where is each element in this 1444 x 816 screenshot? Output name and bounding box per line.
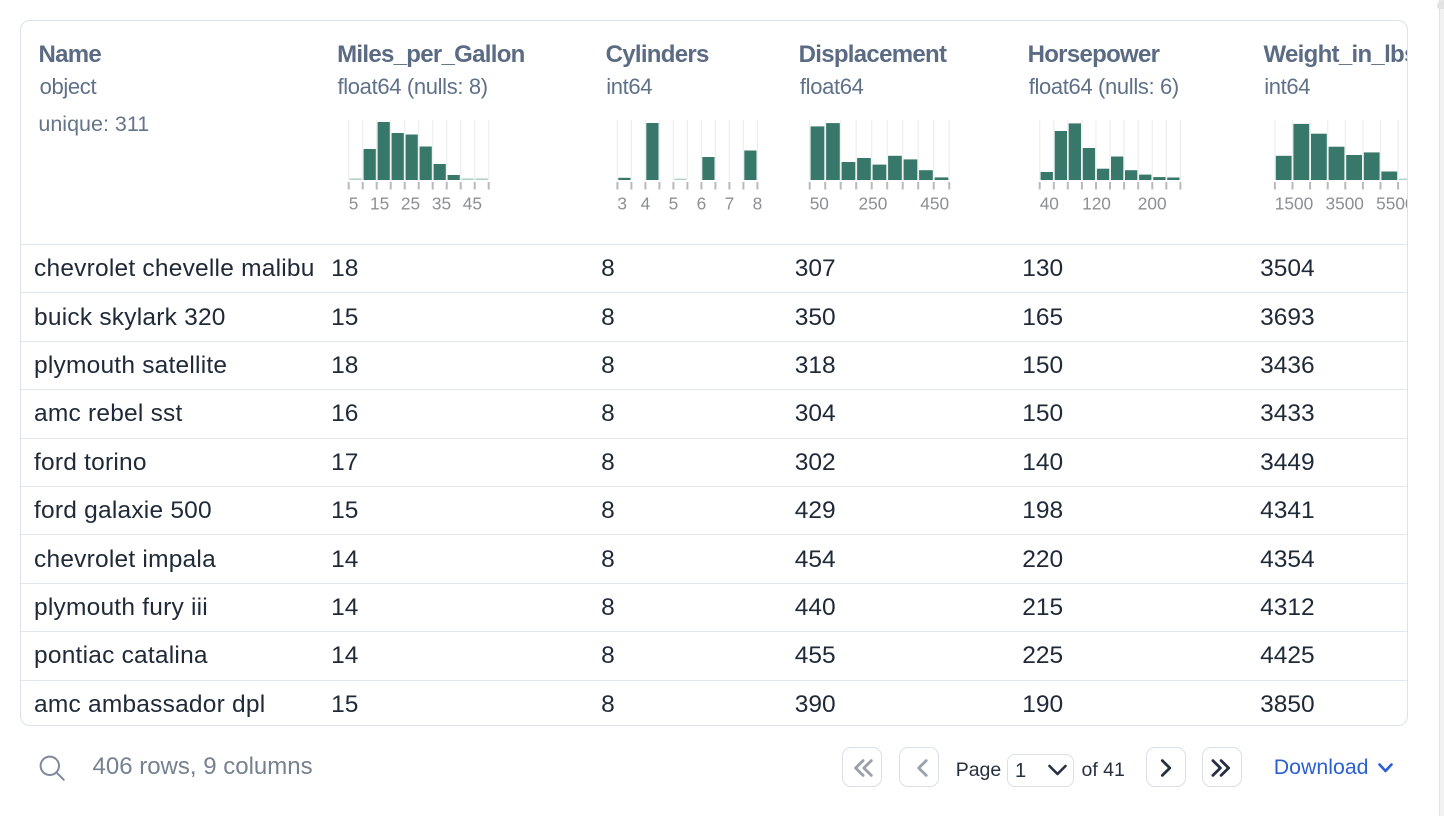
svg-text:45: 45 [463, 194, 482, 214]
svg-text:40: 40 [1040, 194, 1059, 214]
svg-text:3500: 3500 [1325, 194, 1363, 214]
svg-text:50: 50 [810, 194, 829, 214]
svg-text:8: 8 [753, 194, 763, 214]
svg-text:4: 4 [641, 194, 651, 214]
svg-text:250: 250 [858, 194, 887, 214]
svg-text:5: 5 [669, 194, 679, 214]
svg-text:200: 200 [1138, 194, 1167, 214]
svg-text:6: 6 [697, 194, 707, 214]
svg-text:15: 15 [370, 194, 389, 214]
svg-text:5: 5 [349, 194, 359, 214]
svg-text:3: 3 [617, 194, 627, 214]
svg-text:25: 25 [401, 194, 420, 214]
svg-text:7: 7 [725, 194, 735, 214]
svg-text:5500: 5500 [1376, 194, 1407, 214]
svg-text:1500: 1500 [1275, 194, 1313, 214]
svg-text:35: 35 [432, 194, 451, 214]
svg-text:450: 450 [920, 194, 949, 214]
svg-text:120: 120 [1082, 194, 1111, 214]
